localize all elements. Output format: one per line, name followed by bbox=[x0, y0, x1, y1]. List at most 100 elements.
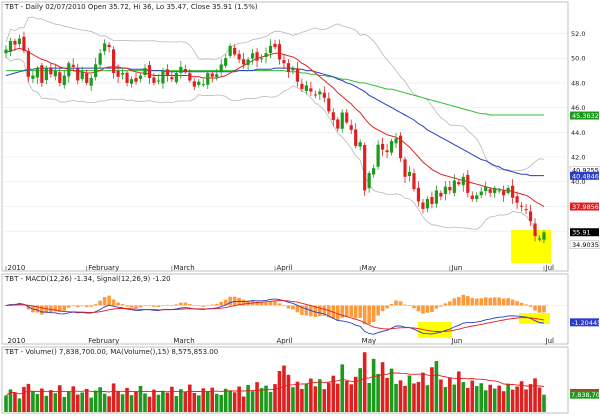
volume-bar bbox=[394, 383, 398, 412]
candle-body bbox=[457, 182, 461, 185]
candle-body bbox=[143, 68, 147, 75]
volume-bar bbox=[179, 389, 183, 412]
price-tag-box bbox=[569, 240, 600, 249]
macd-histogram-bar bbox=[430, 305, 434, 313]
candle-body bbox=[322, 92, 326, 98]
price-y-tick-label: 44.0 bbox=[571, 129, 585, 137]
volume-bar bbox=[291, 387, 295, 412]
price-tag-box bbox=[570, 202, 599, 211]
candle-body bbox=[524, 209, 528, 211]
macd-x-tick-label: May bbox=[362, 337, 376, 345]
candle-body bbox=[219, 64, 223, 72]
macd-histogram-bar bbox=[255, 301, 259, 306]
candle-body bbox=[461, 176, 465, 186]
price-y-tick-label: 46.0 bbox=[571, 104, 585, 112]
volume-bar bbox=[26, 383, 31, 412]
volume-bar bbox=[282, 365, 286, 412]
candle-body bbox=[183, 69, 187, 72]
macd-histogram-bar bbox=[295, 305, 300, 313]
macd-histogram-bar bbox=[62, 305, 67, 311]
macd-histogram-bar bbox=[134, 305, 138, 309]
candle-body bbox=[255, 52, 259, 61]
candle-body bbox=[331, 112, 335, 120]
volume-bar bbox=[210, 387, 215, 412]
volume-bar bbox=[421, 372, 425, 412]
macd-histogram-bar bbox=[147, 305, 152, 307]
candle-body bbox=[237, 53, 241, 60]
volume-bar bbox=[465, 387, 470, 412]
candle-body bbox=[94, 64, 98, 78]
candle-body bbox=[49, 67, 53, 75]
macd-histogram-bar bbox=[398, 301, 403, 306]
candle-body bbox=[17, 38, 22, 45]
macd-histogram-bar bbox=[201, 305, 206, 307]
volume-bar bbox=[228, 390, 232, 412]
macd-histogram-bar bbox=[537, 305, 542, 313]
candle-body bbox=[327, 98, 331, 112]
candle-body bbox=[519, 205, 524, 207]
macd-histogram-bar bbox=[291, 305, 295, 310]
macd-histogram-bar bbox=[58, 305, 62, 313]
volume-bar bbox=[93, 390, 98, 412]
candle-body bbox=[89, 77, 93, 86]
price-tag-label: 40.9255 bbox=[572, 167, 599, 175]
candle-body bbox=[389, 140, 394, 153]
macd-histogram-bar bbox=[376, 305, 380, 316]
macd-histogram-bar bbox=[515, 301, 519, 306]
macd-x-tick-label: February bbox=[88, 337, 119, 345]
macd-histogram-bar bbox=[389, 304, 394, 306]
volume-bar bbox=[506, 383, 510, 412]
volume-bar bbox=[237, 386, 241, 412]
volume-bar bbox=[188, 384, 192, 412]
candle-body bbox=[80, 71, 84, 79]
candle-body bbox=[367, 173, 371, 189]
macd-histogram-bar bbox=[89, 305, 93, 307]
macd-histogram-bar bbox=[192, 305, 197, 307]
volume-bar bbox=[380, 362, 385, 412]
volume-bar bbox=[470, 380, 475, 412]
macd-histogram-bar bbox=[188, 304, 192, 306]
candle-body bbox=[161, 70, 165, 84]
candle-body bbox=[273, 43, 277, 48]
candle-body bbox=[416, 187, 421, 202]
macd-x-tick-label: Jun bbox=[450, 337, 462, 345]
macd-line bbox=[5, 298, 545, 335]
volume-bar bbox=[492, 388, 497, 412]
volume-bar bbox=[170, 386, 174, 412]
macd-tag-label: -1.20445 bbox=[572, 319, 600, 327]
macd-histogram-bar bbox=[219, 301, 223, 306]
candle-body bbox=[250, 53, 255, 59]
candle-body bbox=[233, 47, 237, 55]
macd-histogram-bar bbox=[425, 305, 430, 313]
macd-tag-box bbox=[570, 318, 599, 327]
candle-body bbox=[434, 190, 438, 204]
volume-bar bbox=[479, 383, 484, 412]
candle-body bbox=[107, 44, 111, 48]
candle-body bbox=[394, 138, 398, 144]
macd-histogram-bar bbox=[66, 305, 71, 308]
macd-histogram-bar bbox=[497, 297, 501, 306]
volume-bar bbox=[192, 392, 197, 412]
macd-histogram-bar bbox=[412, 305, 416, 309]
price-y-tick-label: 40.0 bbox=[571, 178, 585, 186]
candle-body bbox=[62, 75, 66, 86]
candle-body bbox=[309, 88, 313, 92]
candle-body bbox=[470, 195, 474, 200]
macd-histogram-bar bbox=[443, 303, 448, 306]
candle-body bbox=[466, 174, 470, 193]
price-y-tick-label: 52.0 bbox=[571, 30, 585, 38]
volume-bar bbox=[407, 375, 412, 412]
volume-bar bbox=[340, 364, 345, 412]
macd-histogram-bar bbox=[44, 305, 49, 314]
volume-bar bbox=[425, 385, 430, 412]
macd-x-tick-label: April bbox=[277, 337, 293, 345]
candle-body bbox=[228, 45, 232, 56]
candle-body bbox=[174, 73, 178, 83]
volume-bar bbox=[107, 396, 111, 412]
macd-histogram-bar bbox=[116, 302, 120, 306]
candle-body bbox=[448, 186, 452, 191]
candle-body bbox=[439, 192, 443, 197]
candle-body bbox=[511, 185, 515, 198]
price-y-tick-label: 50.0 bbox=[571, 55, 585, 63]
